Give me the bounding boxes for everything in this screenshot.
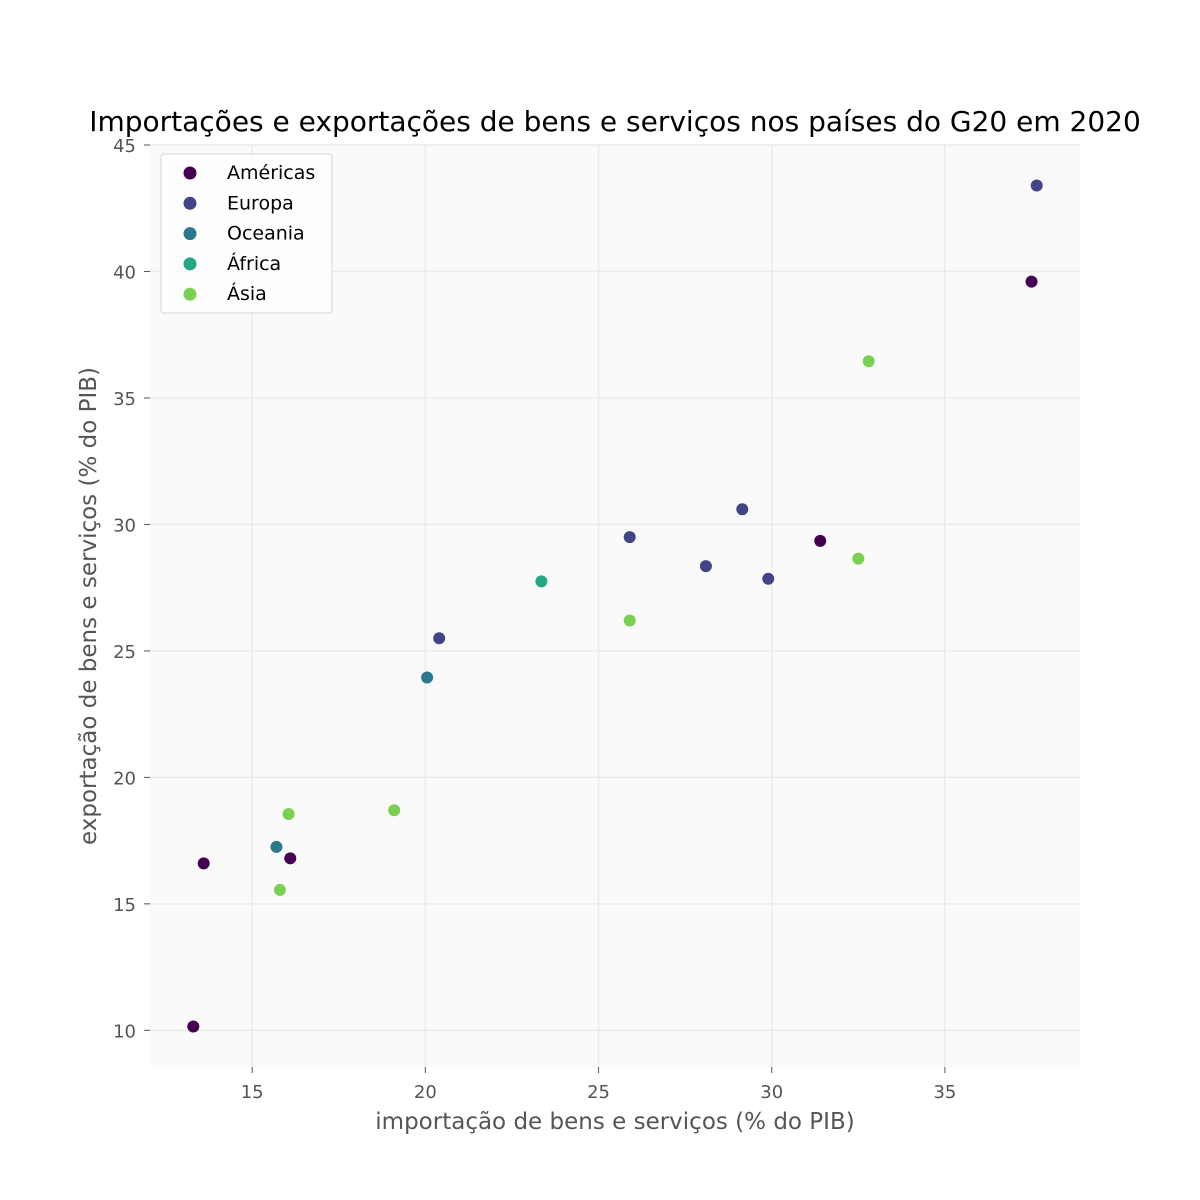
y-tick-label: 15 bbox=[113, 895, 136, 916]
legend-box bbox=[160, 153, 333, 314]
data-point bbox=[535, 575, 548, 588]
data-point bbox=[282, 808, 295, 821]
grid-lines bbox=[150, 144, 1080, 1067]
legend-marker bbox=[183, 227, 197, 241]
x-tick-label: 15 bbox=[241, 1082, 264, 1103]
chart-title: Importações e exportações de bens e serv… bbox=[89, 105, 1141, 138]
data-point bbox=[1030, 179, 1043, 192]
y-tick-label: 25 bbox=[113, 642, 136, 663]
data-point bbox=[623, 531, 636, 544]
y-tick-label: 45 bbox=[113, 136, 136, 157]
data-points bbox=[187, 179, 1043, 1033]
data-point bbox=[623, 614, 636, 627]
data-point bbox=[852, 552, 865, 565]
data-point bbox=[1025, 275, 1038, 288]
data-point bbox=[388, 804, 401, 817]
y-tick-label: 40 bbox=[113, 262, 136, 283]
y-tick-label: 10 bbox=[113, 1021, 136, 1042]
y-tick-label: 35 bbox=[113, 389, 136, 410]
legend-marker bbox=[183, 257, 197, 271]
data-point bbox=[284, 852, 297, 865]
data-point bbox=[862, 355, 875, 368]
x-tick-label: 25 bbox=[587, 1082, 610, 1103]
legend-marker bbox=[183, 287, 197, 301]
data-point bbox=[814, 534, 827, 547]
legend-label: Ásia bbox=[227, 282, 267, 305]
data-point bbox=[699, 560, 712, 573]
data-point bbox=[421, 671, 434, 684]
legend-label: Europa bbox=[227, 192, 294, 214]
y-axis-label: exportação de bens e serviços (% do PIB) bbox=[76, 367, 102, 845]
legend-label: Américas bbox=[227, 162, 315, 184]
data-point bbox=[433, 632, 446, 645]
legend: Américas Europa Oceania África Ásia bbox=[160, 153, 333, 314]
x-axis-label: importação de bens e serviços (% do PIB) bbox=[375, 1109, 854, 1135]
legend-marker bbox=[183, 166, 197, 180]
x-tick-label: 30 bbox=[760, 1082, 783, 1103]
legend-label: África bbox=[227, 252, 281, 275]
data-point bbox=[270, 840, 283, 853]
data-point bbox=[762, 572, 775, 585]
data-point bbox=[197, 857, 210, 870]
data-point bbox=[273, 883, 286, 896]
legend-marker bbox=[183, 196, 197, 210]
y-tick-label: 30 bbox=[113, 515, 136, 536]
legend-label: Oceania bbox=[227, 223, 305, 245]
data-point bbox=[736, 503, 749, 516]
x-tick-label: 20 bbox=[414, 1082, 437, 1103]
y-tick-label: 20 bbox=[113, 768, 136, 789]
x-tick-label: 35 bbox=[933, 1082, 956, 1103]
data-point bbox=[187, 1020, 200, 1033]
axis-ticks: 15 20 25 30 35 10 15 20 25 30 35 40 45 bbox=[113, 136, 956, 1103]
